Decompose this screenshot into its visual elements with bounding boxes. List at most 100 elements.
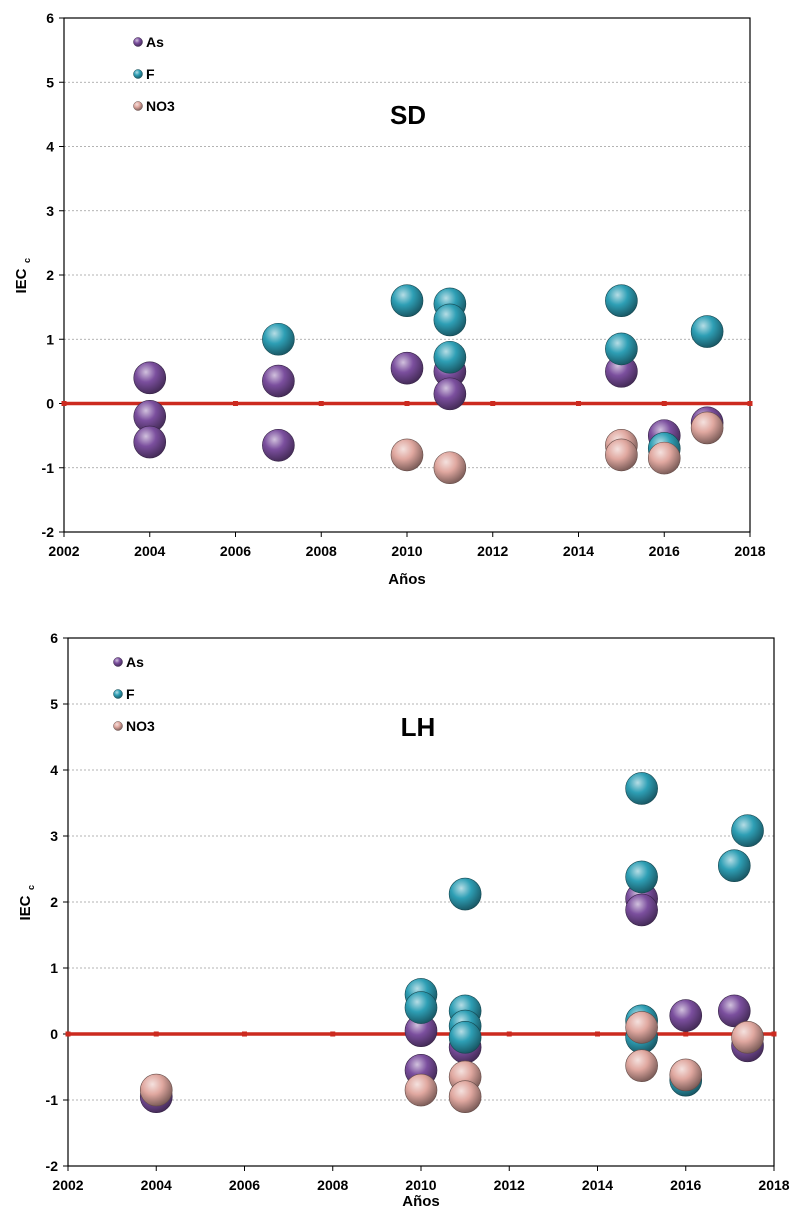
data-point-f — [625, 860, 658, 894]
y-tick-label: 3 — [50, 828, 58, 844]
y-tick-label: 1 — [46, 331, 54, 347]
chart-title: LH — [401, 712, 436, 742]
x-tick-label: 2006 — [229, 1177, 260, 1193]
data-point-as — [390, 351, 424, 385]
x-tick-label: 2018 — [758, 1177, 789, 1193]
y-tick-label: -2 — [42, 524, 55, 540]
x-tick-label: 2012 — [494, 1177, 525, 1193]
y-tick-label: 0 — [46, 396, 54, 412]
chart-panel-sd: -2 -1 0 1 2 3 4 5 6 2002 2004 2006 2008 2010 2012 2014 2… — [13, 10, 766, 588]
data-point-f — [690, 315, 724, 348]
data-point-as — [133, 361, 167, 395]
data-point-as — [625, 893, 658, 927]
data-point-no3 — [448, 1080, 482, 1114]
data-point-no3 — [669, 1058, 703, 1092]
y-tick-label: -1 — [42, 460, 55, 476]
reference-line-marker — [242, 1031, 247, 1037]
data-point-no3 — [390, 438, 424, 472]
reference-line-marker — [490, 401, 496, 406]
data-point-no3 — [647, 441, 681, 475]
data-point-f — [448, 1020, 482, 1054]
reference-line-marker — [233, 401, 238, 406]
legend-marker-no3 — [113, 721, 123, 731]
y-tick-label: 1 — [50, 960, 58, 976]
legend-marker-f — [113, 689, 123, 699]
legend-marker-f — [133, 69, 143, 79]
x-tick-label: 2002 — [52, 1177, 83, 1193]
reference-line-marker — [153, 1031, 159, 1037]
y-axis-label-subscript: c — [22, 258, 32, 263]
y-tick-label: 6 — [50, 630, 58, 646]
data-point-f — [731, 814, 764, 848]
legend-marker-as — [133, 37, 143, 47]
y-tick-label: 6 — [46, 10, 54, 26]
data-point-as — [262, 428, 295, 462]
data-point-f — [625, 772, 658, 805]
reference-line-marker — [747, 401, 753, 406]
reference-line-marker — [65, 1031, 71, 1037]
x-tick-label: 2006 — [220, 543, 251, 559]
data-point-no3 — [605, 438, 638, 472]
data-point-f — [433, 303, 467, 337]
y-tick-label: -1 — [46, 1092, 59, 1108]
y-axis-label: IEC — [13, 268, 30, 293]
y-tick-label: -2 — [46, 1158, 59, 1174]
reference-line-marker — [61, 401, 67, 406]
legend-label-as: As — [146, 34, 164, 50]
scatter-chart-lh: -2 -1 0 1 2 3 4 5 6 2002 2004 2006 2008 2010 2012 2014 2… — [17, 630, 790, 1210]
x-axis-label: Años — [402, 1193, 440, 1210]
chart-title: SD — [390, 100, 426, 130]
x-tick-label: 2010 — [391, 543, 422, 559]
legend-marker-no3 — [133, 101, 143, 111]
data-point-f — [605, 284, 638, 318]
x-tick-label: 2014 — [582, 1177, 613, 1193]
x-axis-label: Años — [388, 571, 426, 588]
legend-label-no3: NO3 — [126, 718, 155, 734]
data-point-f — [390, 284, 424, 318]
x-tick-label: 2008 — [317, 1177, 348, 1193]
data-point-f — [262, 322, 295, 356]
reference-line-marker — [771, 1031, 777, 1037]
y-tick-label: 2 — [46, 267, 54, 283]
x-tick-label: 2016 — [670, 1177, 701, 1193]
y-axis-label-group: IEC c — [17, 885, 36, 921]
data-point-as — [133, 425, 167, 459]
x-tick-label: 2014 — [563, 543, 594, 559]
legend-label-f: F — [146, 66, 155, 82]
reference-line-marker — [318, 401, 324, 406]
y-tick-label: 3 — [46, 203, 54, 219]
data-point-as — [717, 994, 751, 1028]
y-tick-label: 2 — [50, 894, 58, 910]
y-axis-label-subscript: c — [26, 885, 36, 890]
x-tick-label: 2004 — [134, 543, 165, 559]
reference-line-marker — [404, 401, 410, 406]
data-point-f — [433, 340, 467, 374]
x-tick-label: 2004 — [141, 1177, 172, 1193]
reference-line-marker — [683, 1031, 689, 1037]
x-tick-label: 2010 — [405, 1177, 436, 1193]
y-tick-label: 4 — [46, 139, 54, 155]
y-axis-label-group: IEC c — [13, 258, 32, 294]
data-point-as — [433, 377, 467, 411]
data-point-f — [448, 877, 482, 911]
reference-line-marker — [595, 1031, 600, 1037]
reference-line-marker — [506, 1031, 512, 1037]
y-tick-label: 0 — [50, 1026, 58, 1042]
data-point-no3 — [731, 1020, 764, 1054]
legend-label-as: As — [126, 654, 144, 670]
x-tick-label: 2018 — [734, 543, 765, 559]
legend-marker-as — [113, 657, 123, 667]
y-tick-label: 5 — [46, 74, 54, 90]
reference-line-marker — [576, 401, 581, 406]
x-tick-label: 2016 — [649, 543, 680, 559]
data-point-no3 — [404, 1073, 438, 1107]
scatter-chart-sd: -2 -1 0 1 2 3 4 5 6 2002 2004 2006 2008 2010 2012 2014 2… — [13, 10, 766, 588]
reference-line-marker — [330, 1031, 336, 1037]
y-tick-label: 5 — [50, 696, 58, 712]
chart-panel-lh: -2 -1 0 1 2 3 4 5 6 2002 2004 2006 2008 2010 2012 2014 2… — [0, 610, 796, 1220]
x-tick-label: 2008 — [306, 543, 337, 559]
data-point-no3 — [625, 1011, 658, 1044]
reference-line-marker — [661, 401, 667, 406]
x-tick-label: 2002 — [48, 543, 79, 559]
data-point-no3 — [433, 451, 467, 485]
